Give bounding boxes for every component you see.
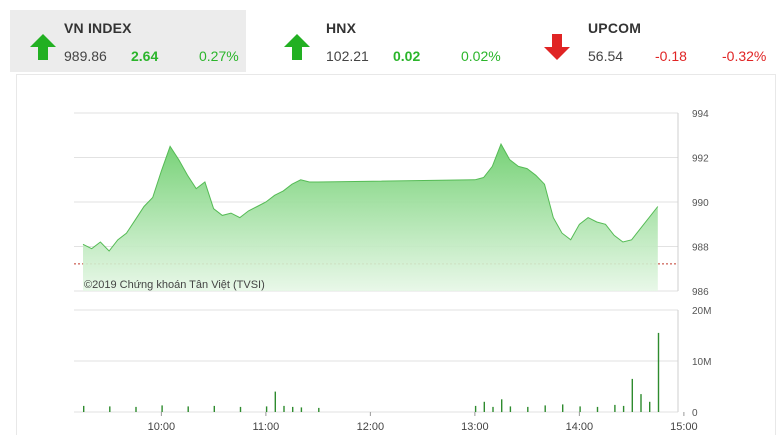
price-y-axis: 994 992 990 988 986 [677,109,709,298]
y-tick-label: 990 [692,198,709,209]
x-tick-label: 12:00 [357,421,385,433]
time-x-axis: 10:00 11:00 12:00 13:00 14:00 15:00 [148,412,698,433]
ticker-upcom[interactable]: UPCOM 56.54 -0.18 -0.32% [532,10,772,72]
volume-bar [579,406,581,412]
volume-bar [596,406,599,412]
y-tick-label: 986 [692,287,709,298]
ticker-change: -0.18 [655,48,687,64]
volume-bar [265,406,268,412]
index-ticker-bar: VN INDEX 989.86 2.64 0.27% HNX 102.21 0.… [0,0,780,74]
x-tick-label: 10:00 [148,421,176,433]
price-area [82,142,659,291]
ticker-vnindex[interactable]: VN INDEX 989.86 2.64 0.27% [10,10,246,72]
up-arrow-icon [30,34,56,60]
ticker-percent: 0.27% [199,48,239,64]
volume-bar [614,404,616,412]
price-line [82,142,659,252]
volume-bar [649,401,651,412]
ticker-hnx[interactable]: HNX 102.21 0.02 0.02% [270,10,506,72]
volume-bar [239,406,242,412]
volume-bar [622,405,625,412]
volume-bars [83,332,660,413]
y-tick-label: 992 [692,154,709,165]
volume-bar [544,405,546,412]
watermark: ©2019 Chứng khoán Tân Việt (TVSI) [84,279,265,291]
up-arrow-icon [284,34,310,60]
volume-bar [657,332,660,412]
y-tick-label: 20M [692,306,711,317]
volume-bar [492,406,494,412]
ticker-value: 989.86 [64,48,107,64]
ticker-name: HNX [326,20,357,36]
price-area-fill [83,144,658,291]
ticker-value: 102.21 [326,48,369,64]
ticker-percent: 0.02% [461,48,501,64]
x-tick-label: 11:00 [253,421,280,433]
y-tick-label: 0 [692,408,698,419]
y-tick-label: 988 [692,243,709,254]
volume-bar [274,391,276,412]
volume-bar [213,405,215,412]
volume-bar [509,406,512,412]
y-tick-label: 10M [692,357,711,368]
volume-bar [283,405,285,412]
volume-bar [83,405,85,412]
ticker-value: 56.54 [588,48,624,64]
volume-grid [74,309,678,413]
x-tick-label: 14:00 [566,421,594,433]
ticker-percent: -0.32% [722,48,767,64]
volume-bar [161,405,163,412]
volume-bar [562,404,564,412]
volume-bar [527,406,529,412]
volume-bar [483,401,485,412]
volume-bar [640,394,642,412]
volume-bar [300,407,303,412]
volume-bar [631,378,633,412]
down-arrow-icon [544,34,570,60]
volume-bar [474,405,477,412]
ticker-change: 0.02 [393,48,421,64]
x-tick-label: 15:00 [670,421,698,433]
volume-bar [109,406,111,412]
ticker-name: VN INDEX [64,20,132,36]
x-tick-label: 13:00 [461,421,489,433]
ticker-name: UPCOM [588,20,642,36]
ticker-change: 2.64 [131,48,159,64]
volume-bar [318,407,320,412]
volume-bar [135,406,137,412]
y-tick-label: 994 [692,109,709,120]
chart-frame [16,74,776,435]
volume-y-axis: 20M 10M 0 [677,306,711,419]
volume-bar [187,406,189,412]
volume-bar [501,399,503,413]
volume-bar [292,406,294,412]
